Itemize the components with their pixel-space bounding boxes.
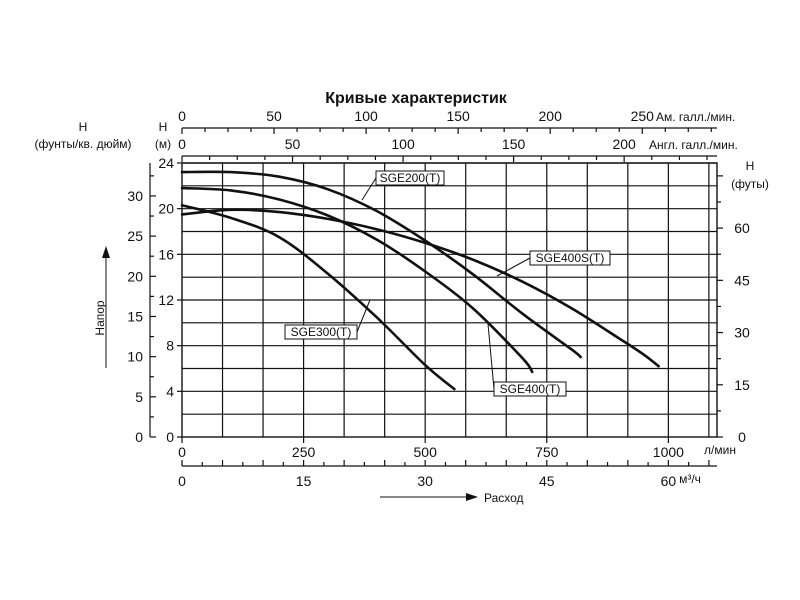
series-label-sge400s-t: SGE400S(T) — [536, 251, 605, 265]
y-axis-arrowhead — [102, 246, 110, 258]
series-leader — [356, 299, 371, 333]
axis-unit-label: (м) — [155, 137, 171, 151]
tick-label: 0 — [178, 108, 186, 124]
series-layer — [180, 170, 660, 391]
tick-label: 20 — [158, 201, 174, 217]
tick-label: 16 — [158, 246, 174, 262]
tick-label: 4 — [166, 383, 174, 399]
top-axis-us-gallons: 0 50 100 150 200 250 Ам. галл./мин. — [178, 108, 735, 134]
series-label-sge200-t: SGE200(T) — [380, 171, 441, 185]
tick-label: 30 — [734, 325, 750, 341]
tick-label: 10 — [127, 349, 143, 365]
tick-label: 1000 — [653, 444, 684, 460]
y-axis-title: Напор — [93, 300, 107, 336]
tick-label: 0 — [178, 444, 186, 460]
series-callout-box — [529, 250, 611, 266]
tick-label: 100 — [354, 108, 378, 124]
series-callout-box — [284, 324, 358, 340]
axis-unit-label: л/мин — [704, 443, 736, 457]
right-axis-feet: 0 15 30 45 60 H (футы) — [717, 159, 769, 445]
tick-label: 60 — [734, 220, 750, 236]
tick-label: 0 — [178, 136, 186, 152]
series-leader — [361, 177, 377, 201]
left-axis-psi: 0 5 10 15 20 25 30 H (фунты/кв. дюйм) Напор — [34, 120, 156, 445]
plot-area — [181, 162, 718, 438]
left-axis-meters: 0 4 8 12 16 20 24 H (м) — [155, 120, 182, 445]
bottom-axis-lpm: 0 250 500 750 1000 л/мин — [178, 437, 736, 460]
tick-label: 100 — [391, 136, 415, 152]
tick-label: 0 — [178, 473, 186, 489]
tick-label: 5 — [135, 389, 143, 405]
series-callout-box — [375, 170, 445, 186]
x-axis-arrowhead — [466, 493, 478, 501]
tick-label: 15 — [296, 473, 312, 489]
tick-label: 20 — [127, 268, 143, 284]
series-label-sge300-t: SGE300(T) — [291, 325, 352, 339]
series-labels: SGE200(T) SGE300(T) SGE400(T) SGE400S(T) — [284, 170, 611, 397]
tick-label: 500 — [414, 444, 438, 460]
tick-label: 60 — [661, 473, 677, 489]
tick-label: 0 — [738, 429, 746, 445]
tick-label: 25 — [127, 228, 143, 244]
axis-unit-label: Англ. галл./мин. — [649, 138, 738, 152]
tick-label: 24 — [158, 155, 174, 171]
tick-label: 200 — [612, 136, 636, 152]
series-label-sge400-t: SGE400(T) — [500, 382, 561, 396]
tick-label: 50 — [285, 136, 301, 152]
tick-label: 150 — [502, 136, 526, 152]
tick-label: 12 — [158, 292, 174, 308]
tick-label: 15 — [127, 308, 143, 324]
series-callout-box — [493, 381, 567, 397]
chart-title: Кривые характеристик — [325, 90, 508, 107]
tick-label: 750 — [535, 444, 559, 460]
tick-label: 45 — [734, 272, 750, 288]
tick-label: 150 — [446, 108, 470, 124]
tick-label: 0 — [135, 429, 143, 445]
tick-label: 250 — [631, 108, 655, 124]
tick-label: 30 — [417, 473, 433, 489]
axis-unit-label: (фунты/кв. дюйм) — [34, 137, 131, 151]
axis-unit-label: Ам. галл./мин. — [656, 110, 735, 124]
series-line-sge300-t — [180, 186, 534, 374]
tick-label: 15 — [734, 377, 750, 393]
x-axis-title: Расход — [484, 491, 524, 505]
tick-label: 45 — [539, 473, 555, 489]
axis-header: H — [159, 120, 168, 134]
axis-unit-label: (футы) — [731, 177, 769, 191]
tick-label: 0 — [166, 429, 174, 445]
tick-label: 8 — [166, 338, 174, 354]
axis-unit-label: м³/ч — [679, 472, 701, 486]
top-axis-uk-gallons: 0 50 100 150 200 Англ. галл./мин. — [178, 136, 738, 162]
tick-label: 250 — [292, 444, 316, 460]
axis-header: H — [746, 159, 755, 173]
axis-header: H — [79, 120, 88, 134]
series-line-sge400s-t — [180, 208, 660, 368]
series-leader — [487, 323, 495, 390]
tick-label: 50 — [266, 108, 282, 124]
tick-label: 30 — [127, 188, 143, 204]
series-line-sge200-t — [180, 203, 456, 391]
tick-label: 200 — [539, 108, 563, 124]
series-leader — [496, 257, 531, 277]
series-line-sge400-t — [180, 170, 583, 359]
bottom-axis-m3h: 0 15 30 45 60 м³/ч Расход — [178, 460, 717, 505]
